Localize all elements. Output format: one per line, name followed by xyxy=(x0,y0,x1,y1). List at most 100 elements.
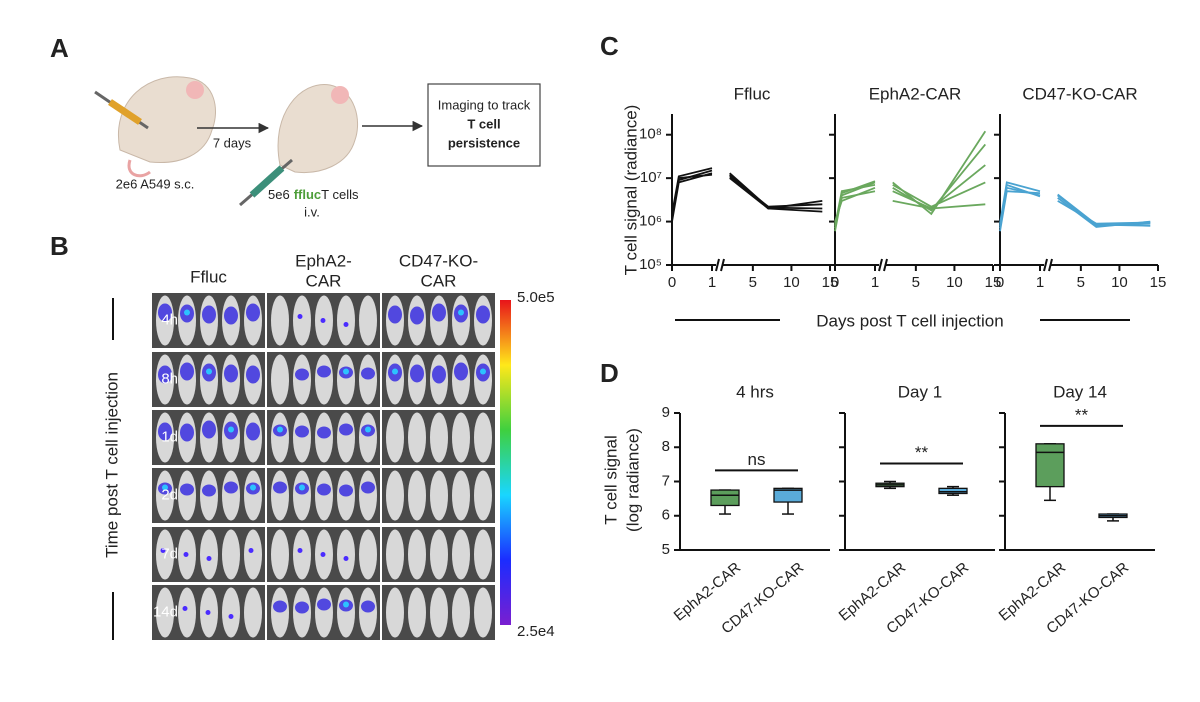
interval-label: 7 days xyxy=(213,135,252,150)
y-tick-label: 9 xyxy=(662,404,670,421)
mouse xyxy=(271,529,289,580)
signal xyxy=(182,606,188,611)
panel-title: 4 hrs xyxy=(736,382,774,401)
signal xyxy=(320,552,326,557)
signal xyxy=(320,318,326,323)
line-series xyxy=(671,173,713,217)
caption: 2e6 A549 s.c. xyxy=(116,176,195,191)
mouse xyxy=(386,412,404,463)
mouse xyxy=(359,470,377,521)
image-cell xyxy=(267,585,380,640)
line-series xyxy=(1057,200,1151,225)
axis-break xyxy=(1043,258,1048,272)
image-cell xyxy=(382,468,495,523)
y-tick-label: 5 xyxy=(662,541,670,558)
signal xyxy=(361,367,375,380)
mouse xyxy=(271,354,289,405)
mouse xyxy=(452,587,470,638)
line-series xyxy=(1057,194,1151,227)
line-series xyxy=(999,190,1041,232)
signal xyxy=(361,481,375,494)
signal xyxy=(361,600,375,613)
mouse xyxy=(222,587,240,638)
box xyxy=(1035,443,1065,488)
axis-title: (log radiance) xyxy=(623,428,642,532)
axis-title: Days post T cell injection xyxy=(816,311,1003,330)
signal xyxy=(158,422,172,441)
mouse xyxy=(337,354,355,405)
mouse xyxy=(430,412,448,463)
y-tick-label: 7 xyxy=(662,472,670,489)
colorbar xyxy=(500,300,511,625)
y-tick-label: 6 xyxy=(662,507,670,524)
mouse xyxy=(271,412,289,463)
mouse xyxy=(337,412,355,463)
signal xyxy=(224,481,238,494)
signal xyxy=(317,426,331,439)
image-cell xyxy=(267,410,380,465)
image-cell xyxy=(267,293,380,348)
axis-break xyxy=(715,258,720,272)
signal xyxy=(246,422,260,441)
signal xyxy=(180,362,194,381)
signal xyxy=(317,483,331,496)
mouse xyxy=(359,529,377,580)
significance-label: ** xyxy=(915,443,929,462)
mouse xyxy=(359,295,377,346)
row-label: 14d xyxy=(153,603,178,620)
signal xyxy=(388,305,402,324)
signal xyxy=(180,423,194,442)
signal xyxy=(454,362,468,381)
signal xyxy=(295,368,309,381)
signal xyxy=(299,484,305,491)
mouse xyxy=(178,587,196,638)
signal xyxy=(160,548,166,553)
axis-break xyxy=(883,258,888,272)
x-tick-label: 10 xyxy=(1111,274,1128,291)
signal xyxy=(183,552,189,557)
x-tick-label: 15 xyxy=(822,274,839,291)
row-label: 1d xyxy=(161,428,178,445)
mouse xyxy=(408,412,426,463)
signal xyxy=(458,309,464,316)
signal xyxy=(295,425,309,438)
mouse xyxy=(452,470,470,521)
line-series xyxy=(729,175,823,208)
caption-part: T cells xyxy=(321,187,359,202)
line-series xyxy=(999,183,1041,226)
signal xyxy=(317,598,331,611)
x-tick-label: 1 xyxy=(871,274,879,291)
signal xyxy=(202,484,216,497)
signal xyxy=(297,548,303,553)
signal xyxy=(205,610,211,615)
x-tick-label: 10 xyxy=(783,274,800,291)
mouse xyxy=(408,587,426,638)
panel-title: Day 1 xyxy=(898,382,942,401)
line-series xyxy=(892,200,986,210)
line-series xyxy=(892,164,986,210)
mouse xyxy=(452,529,470,580)
axis-title: T cell signal (radiance) xyxy=(621,105,640,276)
signal xyxy=(432,303,446,322)
mouse xyxy=(222,529,240,580)
mouse xyxy=(244,587,262,638)
signal xyxy=(317,365,331,378)
signal xyxy=(184,309,190,316)
signal xyxy=(339,484,353,497)
mouse xyxy=(156,587,174,638)
mouse xyxy=(156,470,174,521)
column-header: EphA2- xyxy=(295,251,352,270)
image-cell xyxy=(152,585,265,640)
image-cell xyxy=(267,468,380,523)
signal xyxy=(228,426,234,433)
x-tick-label: 5 xyxy=(1077,274,1085,291)
row-label: 4h xyxy=(161,311,178,328)
mouse xyxy=(452,412,470,463)
image-cell xyxy=(267,527,380,582)
box-text: persistence xyxy=(448,135,520,150)
box xyxy=(773,487,803,503)
x-tick-label: 1 xyxy=(708,274,716,291)
x-tick-label: 10 xyxy=(946,274,963,291)
y-tick-label: 8 xyxy=(662,438,670,455)
signal xyxy=(365,426,371,433)
